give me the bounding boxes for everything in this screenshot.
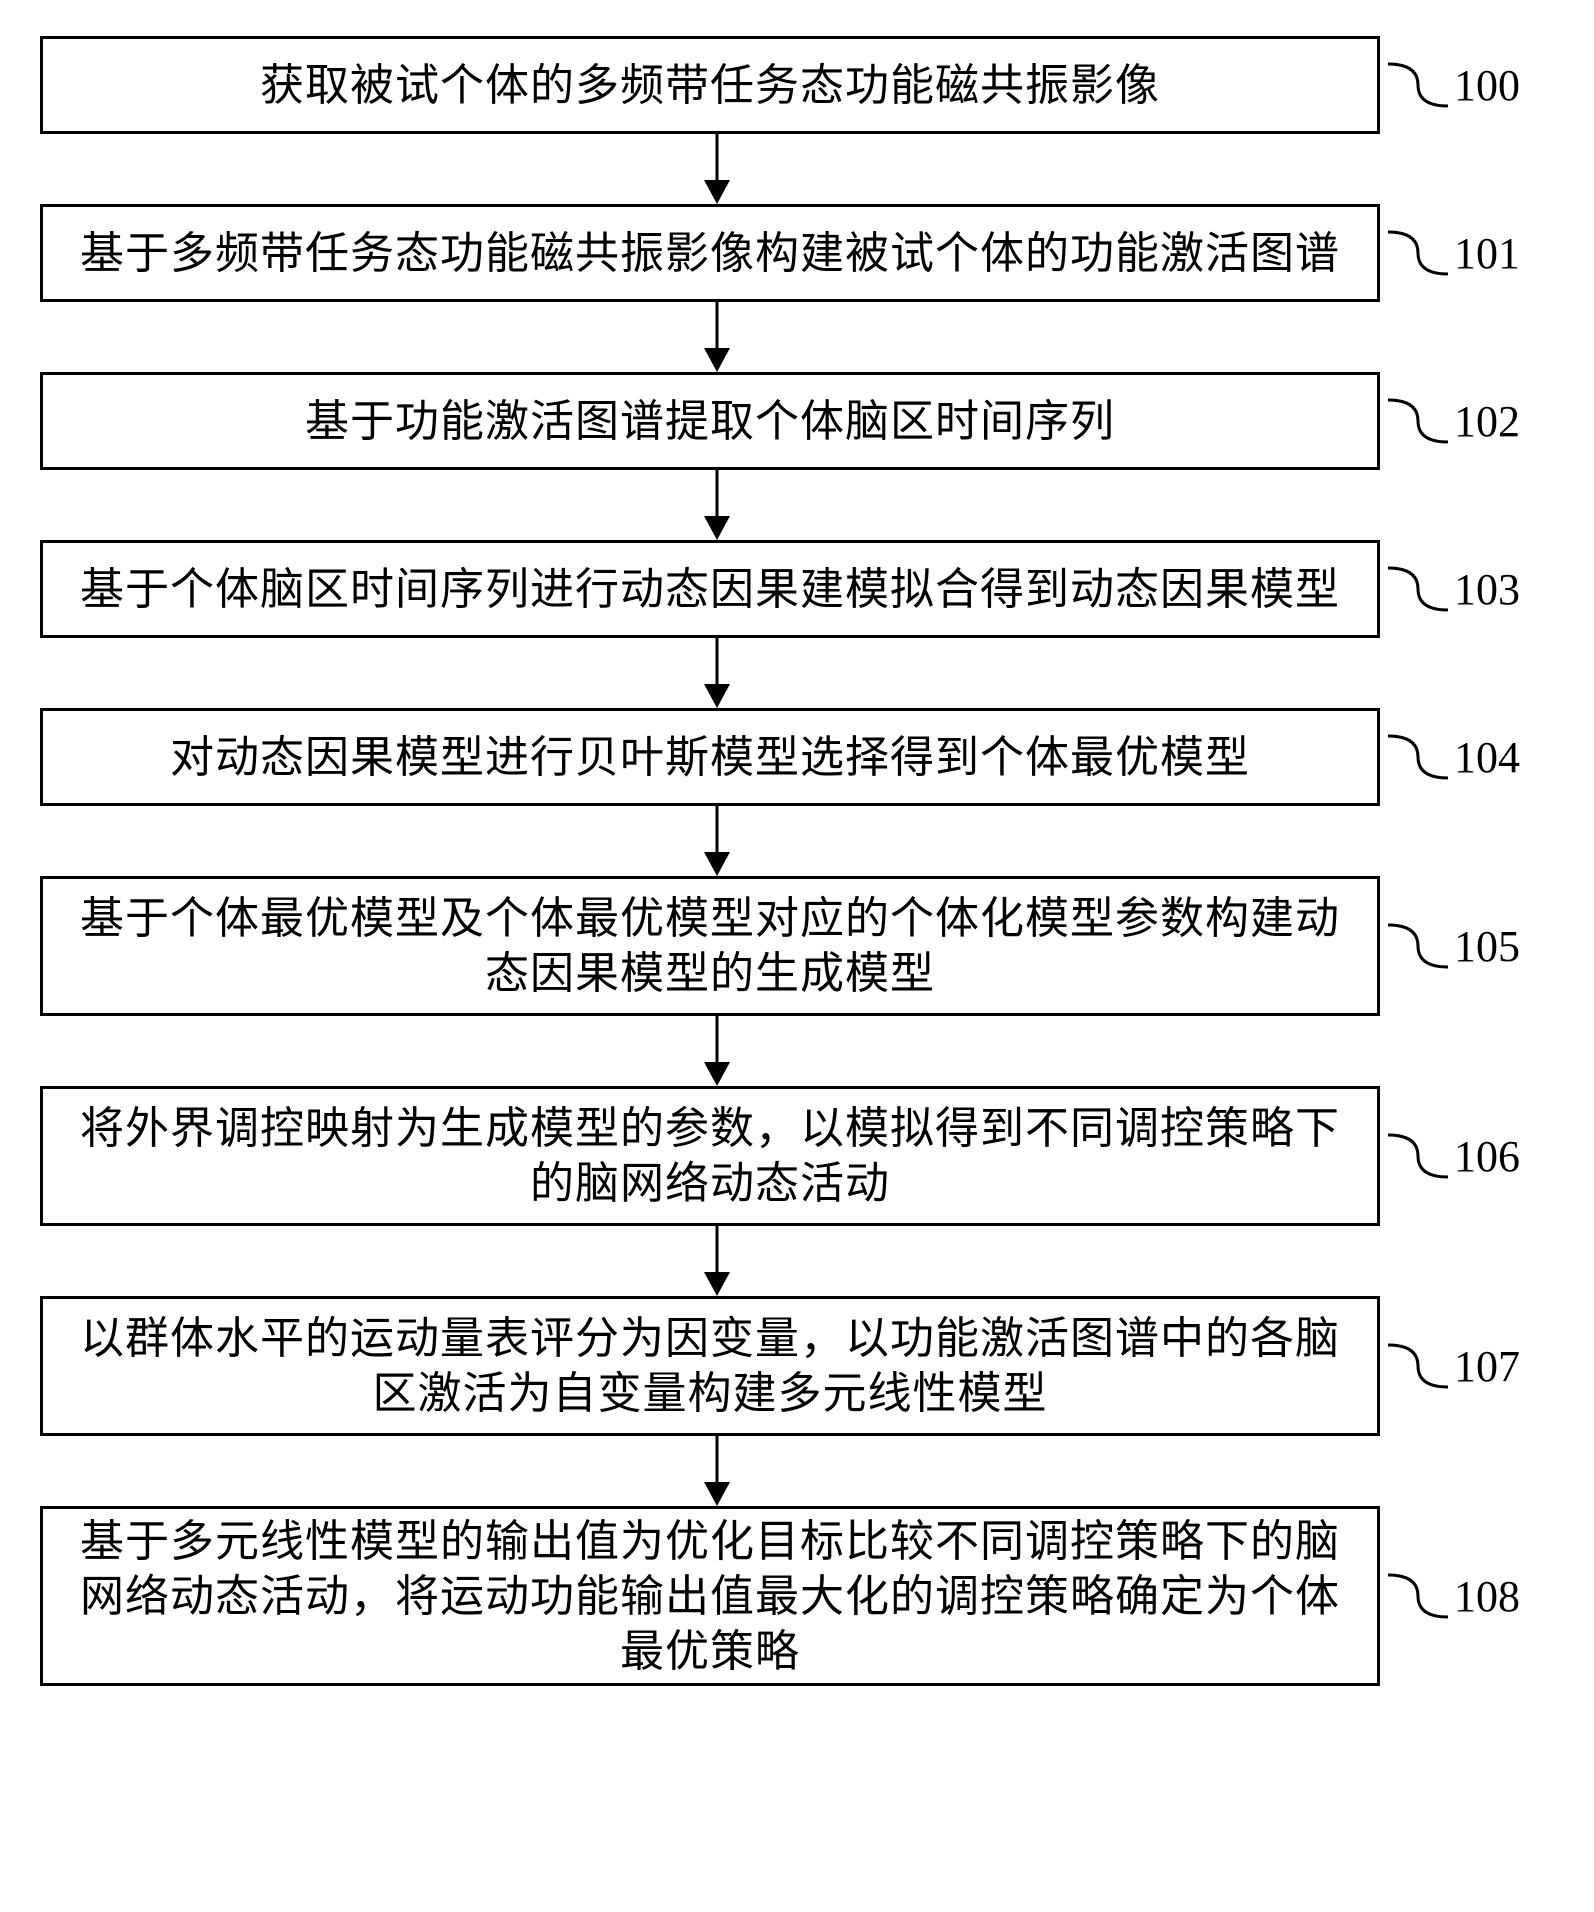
- step-text: 基于多元线性模型的输出值为优化目标比较不同调控策略下的脑网络动态活动，将运动功能…: [73, 1514, 1347, 1679]
- step-box: 基于功能激活图谱提取个体脑区时间序列: [40, 372, 1380, 470]
- arrow-icon: [702, 302, 732, 372]
- arrow-icon: [702, 134, 732, 204]
- step-box: 获取被试个体的多频带任务态功能磁共振影像: [40, 36, 1380, 134]
- step-row-107: 以群体水平的运动量表评分为因变量，以功能激活图谱中的各脑区激活为自变量构建多元线…: [40, 1296, 1554, 1436]
- step-row-101: 基于多频带任务态功能磁共振影像构建被试个体的功能激活图谱 101: [40, 204, 1554, 302]
- step-row-103: 基于个体脑区时间序列进行动态因果建模拟合得到动态因果模型 103: [40, 540, 1554, 638]
- hook-icon: [1386, 60, 1450, 110]
- flowchart: 获取被试个体的多频带任务态功能磁共振影像 100 基于多频带任务态功能磁共振影像…: [40, 36, 1554, 1686]
- arrow-icon: [702, 638, 732, 708]
- step-box: 以群体水平的运动量表评分为因变量，以功能激活图谱中的各脑区激活为自变量构建多元线…: [40, 1296, 1380, 1436]
- step-number: 108: [1454, 1571, 1520, 1622]
- step-row-102: 基于功能激活图谱提取个体脑区时间序列 102: [40, 372, 1554, 470]
- hook-icon: [1386, 921, 1450, 971]
- arrow-icon: [702, 806, 732, 876]
- step-box: 基于个体最优模型及个体最优模型对应的个体化模型参数构建动态因果模型的生成模型: [40, 876, 1380, 1016]
- step-number: 102: [1454, 396, 1520, 447]
- arrow-icon: [702, 470, 732, 540]
- step-label: 105: [1386, 921, 1520, 972]
- hook-icon: [1386, 732, 1450, 782]
- step-text: 基于多频带任务态功能磁共振影像构建被试个体的功能激活图谱: [80, 226, 1340, 281]
- step-text: 基于个体最优模型及个体最优模型对应的个体化模型参数构建动态因果模型的生成模型: [73, 891, 1347, 1001]
- step-box: 将外界调控映射为生成模型的参数，以模拟得到不同调控策略下的脑网络动态活动: [40, 1086, 1380, 1226]
- arrow-icon: [702, 1226, 732, 1296]
- step-box: 对动态因果模型进行贝叶斯模型选择得到个体最优模型: [40, 708, 1380, 806]
- step-row-104: 对动态因果模型进行贝叶斯模型选择得到个体最优模型 104: [40, 708, 1554, 806]
- arrow-icon: [702, 1436, 732, 1506]
- hook-icon: [1386, 228, 1450, 278]
- arrow-icon: [702, 1016, 732, 1086]
- step-number: 106: [1454, 1131, 1520, 1182]
- step-label: 101: [1386, 228, 1520, 279]
- step-label: 103: [1386, 564, 1520, 615]
- step-row-106: 将外界调控映射为生成模型的参数，以模拟得到不同调控策略下的脑网络动态活动 106: [40, 1086, 1554, 1226]
- hook-icon: [1386, 1131, 1450, 1181]
- step-number: 105: [1454, 921, 1520, 972]
- step-number: 107: [1454, 1341, 1520, 1392]
- step-label: 108: [1386, 1571, 1520, 1622]
- step-box: 基于多频带任务态功能磁共振影像构建被试个体的功能激活图谱: [40, 204, 1380, 302]
- step-number: 100: [1454, 60, 1520, 111]
- step-box: 基于多元线性模型的输出值为优化目标比较不同调控策略下的脑网络动态活动，将运动功能…: [40, 1506, 1380, 1686]
- step-text: 对动态因果模型进行贝叶斯模型选择得到个体最优模型: [170, 730, 1250, 785]
- step-label: 100: [1386, 60, 1520, 111]
- hook-icon: [1386, 564, 1450, 614]
- hook-icon: [1386, 396, 1450, 446]
- step-number: 104: [1454, 732, 1520, 783]
- step-text: 基于个体脑区时间序列进行动态因果建模拟合得到动态因果模型: [80, 562, 1340, 617]
- step-text: 以群体水平的运动量表评分为因变量，以功能激活图谱中的各脑区激活为自变量构建多元线…: [73, 1311, 1347, 1421]
- step-label: 107: [1386, 1341, 1520, 1392]
- step-row-108: 基于多元线性模型的输出值为优化目标比较不同调控策略下的脑网络动态活动，将运动功能…: [40, 1506, 1554, 1686]
- step-number: 103: [1454, 564, 1520, 615]
- step-label: 104: [1386, 732, 1520, 783]
- hook-icon: [1386, 1571, 1450, 1621]
- step-label: 106: [1386, 1131, 1520, 1182]
- step-row-100: 获取被试个体的多频带任务态功能磁共振影像 100: [40, 36, 1554, 134]
- step-box: 基于个体脑区时间序列进行动态因果建模拟合得到动态因果模型: [40, 540, 1380, 638]
- step-label: 102: [1386, 396, 1520, 447]
- step-row-105: 基于个体最优模型及个体最优模型对应的个体化模型参数构建动态因果模型的生成模型 1…: [40, 876, 1554, 1016]
- step-number: 101: [1454, 228, 1520, 279]
- hook-icon: [1386, 1341, 1450, 1391]
- step-text: 将外界调控映射为生成模型的参数，以模拟得到不同调控策略下的脑网络动态活动: [73, 1101, 1347, 1211]
- step-text: 获取被试个体的多频带任务态功能磁共振影像: [260, 58, 1160, 113]
- step-text: 基于功能激活图谱提取个体脑区时间序列: [305, 394, 1115, 449]
